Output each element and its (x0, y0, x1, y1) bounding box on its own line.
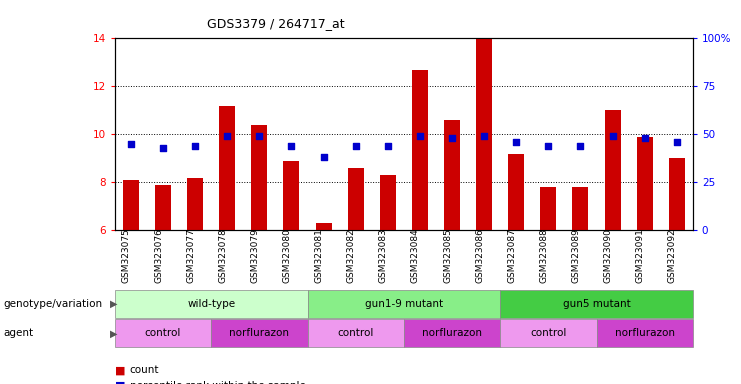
Text: GSM323076: GSM323076 (154, 228, 163, 283)
Bar (308, 319, 404, 347)
Text: ▶: ▶ (110, 328, 117, 338)
Text: GSM323090: GSM323090 (604, 228, 613, 283)
Text: GSM323078: GSM323078 (219, 228, 227, 283)
Point (189, 143, 201, 149)
Bar (500, 290, 693, 318)
Text: GSM323088: GSM323088 (539, 228, 548, 283)
Bar (379, 175, 396, 230)
Point (414, 133, 426, 139)
Point (157, 145, 169, 151)
Bar (211, 319, 308, 347)
Text: GSM323080: GSM323080 (282, 228, 291, 283)
Text: norflurazon: norflurazon (615, 328, 674, 338)
Text: count: count (130, 365, 159, 375)
Point (607, 133, 619, 139)
Point (478, 133, 490, 139)
Text: gun1-9 mutant: gun1-9 mutant (365, 299, 443, 309)
Text: GSM323082: GSM323082 (347, 228, 356, 283)
Bar (348, 168, 364, 230)
Text: GSM323092: GSM323092 (668, 228, 677, 283)
Text: GDS3379 / 264717_at: GDS3379 / 264717_at (207, 17, 345, 30)
Text: wild-type: wild-type (187, 299, 235, 309)
Bar (251, 125, 268, 230)
Text: agent: agent (4, 328, 34, 338)
Text: GSM323089: GSM323089 (571, 228, 580, 283)
Text: norflurazon: norflurazon (422, 328, 482, 338)
Bar (115, 290, 308, 318)
Text: control: control (144, 328, 182, 338)
Point (639, 135, 651, 141)
Text: GSM323079: GSM323079 (250, 228, 259, 283)
Bar (444, 120, 460, 230)
Bar (283, 161, 299, 230)
Point (253, 133, 265, 139)
Bar (316, 223, 332, 230)
Text: control: control (337, 328, 374, 338)
Bar (597, 319, 693, 347)
Bar (508, 154, 524, 230)
Bar (123, 180, 139, 230)
Bar (500, 319, 597, 347)
Text: GSM323077: GSM323077 (186, 228, 195, 283)
Point (222, 133, 233, 139)
Bar (668, 158, 685, 230)
Text: GSM323086: GSM323086 (475, 228, 484, 283)
Bar (572, 187, 588, 230)
Text: GSM323085: GSM323085 (443, 228, 452, 283)
Bar (155, 185, 171, 230)
Text: ■: ■ (115, 365, 125, 375)
Bar (219, 106, 235, 230)
Point (574, 143, 586, 149)
Bar (115, 319, 211, 347)
Bar (187, 177, 203, 230)
Text: GSM323075: GSM323075 (122, 228, 131, 283)
Point (125, 141, 137, 147)
Point (446, 135, 458, 141)
Bar (308, 290, 500, 318)
Bar (540, 187, 556, 230)
Text: norflurazon: norflurazon (230, 328, 289, 338)
Bar (476, 38, 492, 230)
Text: control: control (530, 328, 567, 338)
Text: ■: ■ (115, 381, 125, 384)
Point (382, 143, 393, 149)
Point (671, 139, 682, 145)
Bar (404, 319, 500, 347)
Bar (637, 137, 653, 230)
Bar (412, 70, 428, 230)
Text: percentile rank within the sample: percentile rank within the sample (130, 381, 305, 384)
Point (350, 143, 362, 149)
Text: ▶: ▶ (110, 299, 117, 309)
Point (285, 143, 297, 149)
Point (542, 143, 554, 149)
Text: GSM323087: GSM323087 (508, 228, 516, 283)
Text: GSM323084: GSM323084 (411, 228, 420, 283)
Point (318, 154, 330, 161)
Text: genotype/variation: genotype/variation (4, 299, 103, 309)
Text: GSM323091: GSM323091 (636, 228, 645, 283)
Point (511, 139, 522, 145)
Text: GSM323081: GSM323081 (315, 228, 324, 283)
Bar (605, 111, 620, 230)
Text: gun5 mutant: gun5 mutant (562, 299, 631, 309)
Text: GSM323083: GSM323083 (379, 228, 388, 283)
